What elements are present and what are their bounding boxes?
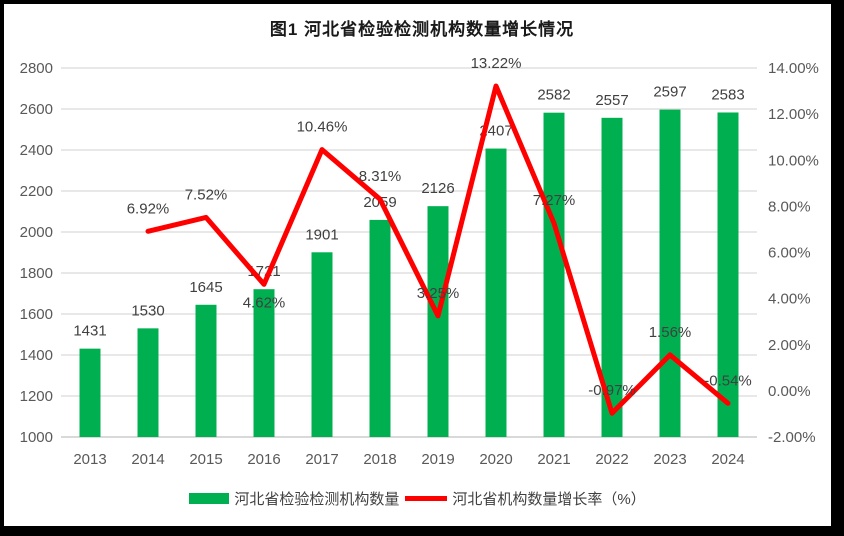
bar-value-label: 2582 (537, 87, 570, 104)
legend: 河北省检验检测机构数量 河北省机构数量增长率（%） (4, 488, 831, 509)
bar (195, 304, 217, 437)
bar-value-label: 2583 (711, 86, 744, 103)
right-axis-tick-label: -2.00% (768, 429, 816, 446)
bar (369, 219, 391, 437)
x-axis-label: 2014 (131, 451, 164, 468)
chart-panel (4, 4, 831, 526)
bar (485, 148, 507, 437)
growth-point-label: 4.62% (243, 294, 286, 311)
bar-value-label: 2557 (595, 92, 628, 109)
growth-point-label: 3.25% (417, 285, 460, 302)
left-axis-tick-label: 2400 (20, 142, 53, 159)
left-axis-tick-label: 2000 (20, 224, 53, 241)
growth-point-label: 7.27% (533, 192, 576, 209)
left-axis-tick-label: 1000 (20, 429, 53, 446)
right-axis-tick-label: 8.00% (768, 198, 811, 215)
growth-point-label: 8.31% (359, 168, 402, 185)
legend-bar-swatch (189, 493, 230, 504)
x-axis-label: 2015 (189, 451, 222, 468)
left-axis-tick-label: 1800 (20, 265, 53, 282)
right-axis-tick-label: 10.00% (768, 152, 819, 169)
bar-value-label: 1530 (131, 302, 164, 319)
growth-point-label: 13.22% (471, 55, 522, 72)
bar (311, 252, 333, 437)
x-axis-label: 2017 (305, 451, 338, 468)
growth-line (145, 83, 731, 416)
right-axis-tick-label: 14.00% (768, 60, 819, 77)
left-axis-tick-label: 1200 (20, 388, 53, 405)
x-axis-label: 2019 (421, 451, 454, 468)
bar (543, 112, 565, 437)
left-axis-tick-label: 2800 (20, 60, 53, 77)
bar (427, 206, 449, 437)
bar-value-label: 1901 (305, 226, 338, 243)
right-axis-tick-label: 0.00% (768, 383, 811, 400)
bar (601, 117, 623, 437)
growth-point-label: 10.46% (297, 119, 348, 136)
bar (137, 328, 159, 437)
right-axis-tick-label: 2.00% (768, 337, 811, 354)
x-axis-label: 2021 (537, 451, 570, 468)
bar-value-label: 1645 (189, 279, 222, 296)
bar-value-label: 2126 (421, 180, 454, 197)
x-axis-label: 2023 (653, 451, 686, 468)
legend-line-label: 河北省机构数量增长率（%） (452, 491, 646, 508)
x-axis-label: 2016 (247, 451, 280, 468)
bar-value-label: 2597 (653, 84, 686, 101)
legend-line-swatch (405, 496, 448, 501)
x-axis-label: 2013 (73, 451, 106, 468)
left-axis-tick-label: 1400 (20, 347, 53, 364)
right-axis-tick-label: 6.00% (768, 245, 811, 262)
growth-point-label: 7.52% (185, 186, 228, 203)
bar (79, 348, 101, 437)
chart-title: 图1 河北省检验检测机构数量增长情况 (269, 20, 575, 39)
growth-point-label: 1.56% (649, 324, 692, 341)
left-axis-tick-label: 1600 (20, 306, 53, 323)
right-axis-tick-label: 4.00% (768, 291, 811, 308)
x-axis-label: 2020 (479, 451, 512, 468)
bar (659, 109, 681, 438)
left-axis-tick-label: 2600 (20, 101, 53, 118)
legend-bar-label: 河北省检验检测机构数量 (234, 491, 400, 508)
left-axis-tick-label: 2200 (20, 183, 53, 200)
bar (717, 112, 739, 438)
bar-value-label: 1431 (73, 323, 106, 340)
right-axis-tick-label: 12.00% (768, 106, 819, 123)
growth-point-label: 6.92% (127, 200, 170, 217)
x-axis-label: 2018 (363, 451, 396, 468)
bar (253, 289, 275, 437)
growth-point-label: -0.97% (588, 382, 636, 399)
growth-point-label: -0.54% (704, 372, 752, 389)
x-axis-label: 2024 (711, 451, 744, 468)
x-axis-label: 2022 (595, 451, 628, 468)
